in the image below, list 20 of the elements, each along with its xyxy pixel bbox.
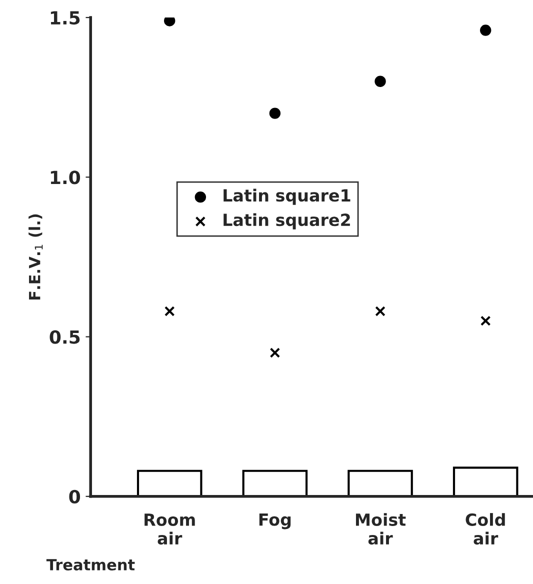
- y-tick-label: 1.0: [50, 170, 80, 184]
- point: [164, 306, 175, 316]
- x-tick-label: Room air: [144, 514, 195, 545]
- point: [269, 108, 281, 119]
- x-tick-label: Moist air: [356, 513, 406, 545]
- point: [270, 348, 280, 358]
- x-tick-label: Cold air: [466, 513, 505, 545]
- legend-label: Latin square1: [224, 188, 350, 205]
- x-tick-label: Fog: [259, 513, 291, 530]
- x-axis-title: Treatment: [46, 559, 135, 570]
- legend-label: Latin square2: [224, 213, 350, 230]
- y-axis-title: F.E.V.$_{1}$ (l.): [28, 214, 43, 300]
- y-tick-label: 1.5: [50, 11, 80, 25]
- point: [375, 306, 386, 316]
- point: [374, 76, 386, 87]
- point: [480, 24, 492, 36]
- y-tick-label: 0.5: [50, 330, 80, 344]
- y-tick-label: 0: [69, 490, 80, 504]
- point: [164, 18, 176, 26]
- point: [480, 316, 491, 326]
